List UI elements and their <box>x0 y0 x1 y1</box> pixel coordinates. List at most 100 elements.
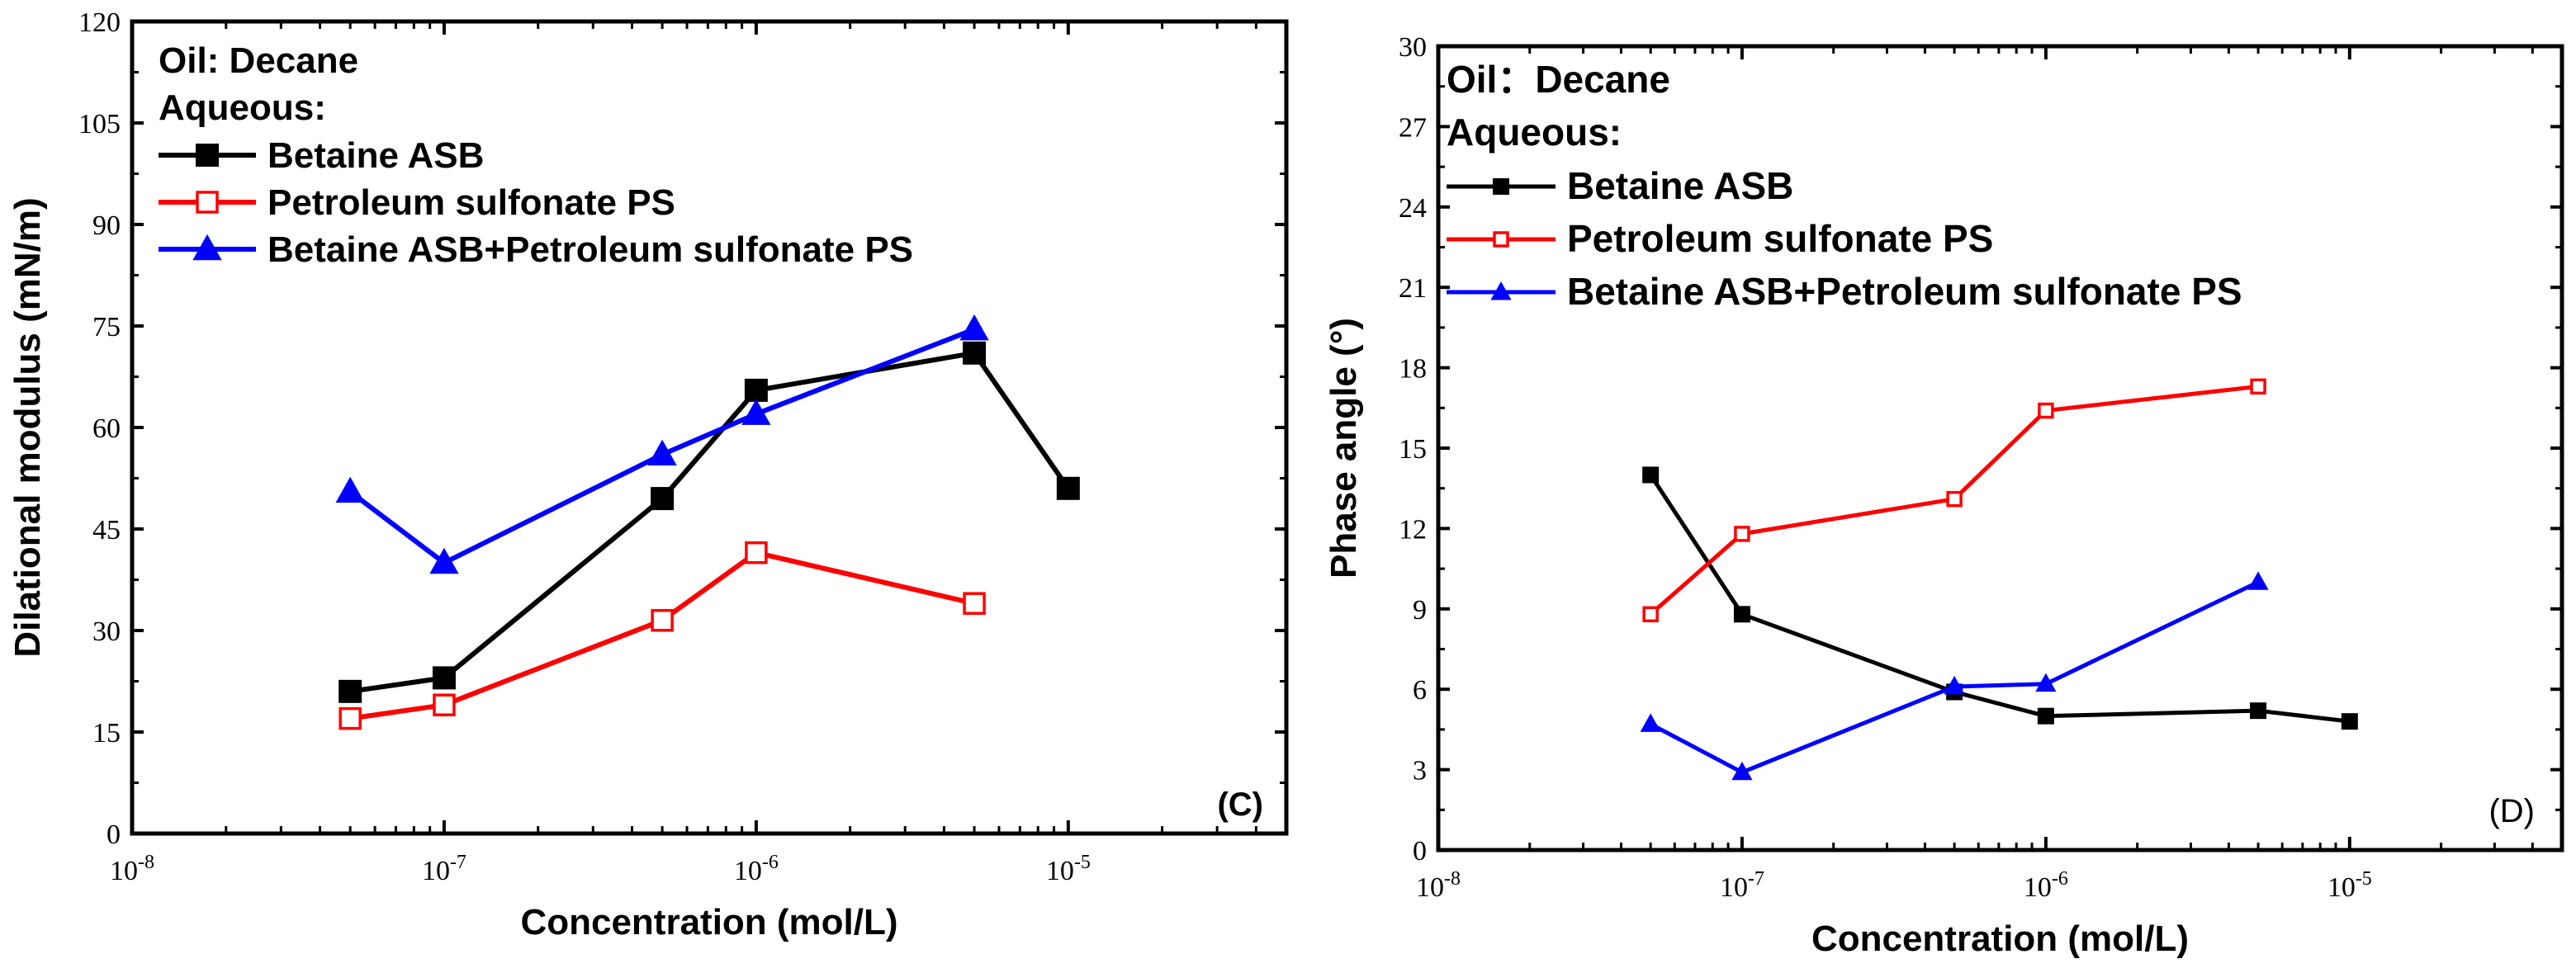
data-point <box>1946 490 1963 508</box>
x-tick-exponent: -5 <box>2356 868 2372 890</box>
x-tick-label: 10-5 <box>2327 868 2372 903</box>
data-point <box>963 592 986 615</box>
y-tick-label: 45 <box>92 515 121 546</box>
y-tick-label: 6 <box>1413 675 1427 706</box>
x-tick-label: 10-8 <box>110 852 154 886</box>
y-tick-label: 15 <box>92 718 121 749</box>
legend: Oil: Decane Aqueous: Betaine ASB Petroleum … <box>159 40 913 270</box>
data-point <box>335 476 365 503</box>
x-tick-base: 10 <box>1046 856 1074 886</box>
x-tick-base: 10 <box>2024 872 2052 903</box>
x-tick-label: 10-7 <box>1720 868 1764 903</box>
data-point <box>339 706 362 730</box>
data-point <box>1944 675 1965 695</box>
legend-entry: Betaine ASB <box>1567 164 1793 207</box>
y-tick-label: 75 <box>92 312 121 342</box>
x-tick-base: 10 <box>2327 872 2356 903</box>
legend-swatch-marker <box>1493 231 1509 248</box>
legend-entry: Betaine ASB+Petroleum sulfonate PS <box>1567 270 2242 313</box>
legend-header: Aqueous: <box>1447 111 1622 154</box>
y-tick-label: 60 <box>92 413 121 444</box>
data-point <box>963 341 987 365</box>
legend-header: Oil: Decane <box>159 40 358 81</box>
data-point <box>651 487 675 511</box>
y-tick-label: 105 <box>78 109 121 139</box>
legend-header: Aqueous: <box>159 87 326 128</box>
y-tick-label: 27 <box>1399 112 1427 143</box>
x-tick-base: 10 <box>110 856 138 886</box>
y-tick-label: 15 <box>1399 434 1427 465</box>
y-axis-label: Phase angle (°) <box>1324 318 1364 579</box>
legend-swatch-marker <box>1493 178 1509 195</box>
x-tick-label: 10-6 <box>734 852 779 886</box>
legend-entry: Petroleum sulfonate PS <box>1567 217 1993 260</box>
series-line-0 <box>1649 474 2351 724</box>
y-tick-label: 30 <box>1399 32 1427 63</box>
y-tick-label: 24 <box>1399 193 1427 224</box>
y-tick-label: 9 <box>1413 595 1427 626</box>
x-tick-exponent: -6 <box>2052 868 2068 890</box>
legend-swatch-marker <box>196 144 219 167</box>
y-tick-label: 0 <box>107 819 121 850</box>
data-point <box>429 547 459 574</box>
x-tick-exponent: -8 <box>138 852 154 873</box>
x-tick-label: 10-6 <box>2024 868 2068 903</box>
y-tick-label: 18 <box>1399 354 1427 385</box>
data-point <box>741 399 771 425</box>
data-point <box>1731 761 1753 781</box>
x-tick-base: 10 <box>422 856 450 886</box>
x-tick-label: 10-8 <box>1416 868 1461 903</box>
y-tick-label: 30 <box>92 616 121 647</box>
data-point <box>2341 713 2358 730</box>
x-tick-label: 10-5 <box>1046 852 1091 886</box>
x-tick-exponent: -7 <box>450 852 466 873</box>
legend-swatch-marker <box>1490 281 1512 300</box>
legend-header: Oil：Decane <box>1447 58 1670 101</box>
y-tick-label: 12 <box>1399 514 1427 545</box>
data-point <box>651 608 674 632</box>
data-point <box>745 541 768 564</box>
data-point <box>1640 713 1661 732</box>
panel-label: (D) <box>2488 793 2535 829</box>
data-point <box>2037 707 2054 725</box>
y-tick-label: 3 <box>1413 756 1427 786</box>
x-tick-base: 10 <box>1416 872 1444 903</box>
data-point <box>1642 606 1659 623</box>
data-point <box>744 378 768 402</box>
data-point <box>1056 476 1080 500</box>
data-point <box>1734 526 1750 542</box>
y-tick-label: 0 <box>1413 836 1427 867</box>
x-axis-label: Concentration (mol/L) <box>520 902 897 942</box>
legend-entry: Petroleum sulfonate PS <box>268 182 675 223</box>
x-axis-label: Concentration (mol/L) <box>1811 919 2189 959</box>
data-point <box>2035 673 2057 692</box>
data-point <box>1642 466 1660 484</box>
x-tick-exponent: -5 <box>1074 852 1091 873</box>
data-point <box>433 693 456 716</box>
x-tick-exponent: -6 <box>762 852 779 873</box>
x-tick-exponent: -8 <box>1444 868 1461 890</box>
x-tick-base: 10 <box>734 856 762 886</box>
x-tick-label: 10-7 <box>422 852 466 886</box>
y-tick-label: 90 <box>92 210 121 241</box>
data-point <box>647 439 677 466</box>
x-tick-exponent: -7 <box>1748 868 1764 890</box>
data-point <box>432 666 456 690</box>
legend-entry: Betaine ASB <box>268 135 484 176</box>
y-tick-label: 120 <box>78 7 121 38</box>
data-point <box>959 314 989 341</box>
data-point <box>2038 402 2054 419</box>
legend-swatch-marker <box>196 191 219 214</box>
data-point <box>2247 571 2269 590</box>
data-point <box>2250 702 2267 720</box>
data-point <box>1733 606 1750 623</box>
legend-swatch-marker <box>192 234 222 261</box>
data-point <box>2250 378 2266 395</box>
y-axis-label: Dilational modulus (mN/m) <box>7 197 48 657</box>
legend-entry: Betaine ASB+Petroleum sulfonate PS <box>268 229 913 270</box>
panel-label: (C) <box>1217 786 1263 823</box>
series-line-0 <box>349 350 1071 694</box>
